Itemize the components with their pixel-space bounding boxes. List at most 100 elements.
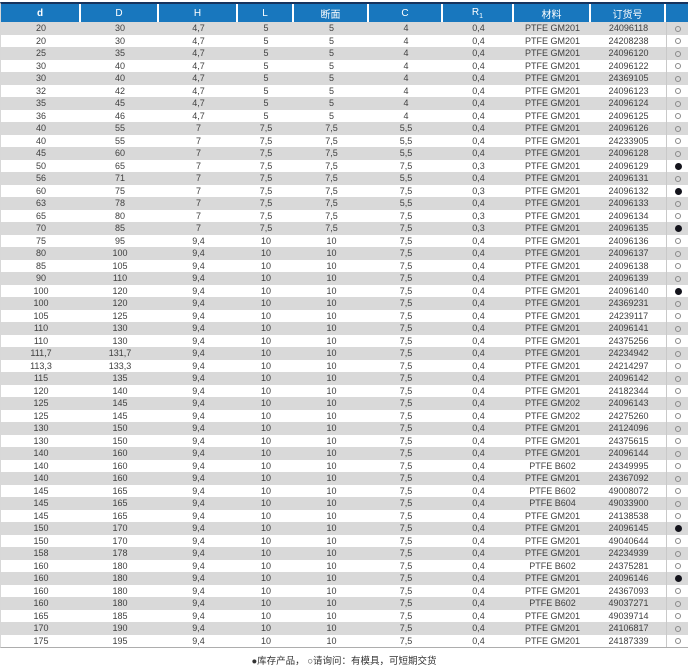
inquiry-open-circle-icon bbox=[675, 563, 681, 570]
cell-l: 10 bbox=[238, 459, 294, 472]
cell-c: 7,5 bbox=[369, 497, 443, 510]
cell-order-no: 24096140 bbox=[591, 284, 666, 297]
table-row: 110 130 9,4 10 10 7,5 0,4 PTFE GM201 24375256 bbox=[1, 334, 688, 347]
cell-stock bbox=[666, 59, 688, 72]
cell-r1: 0,4 bbox=[443, 384, 514, 397]
cell-h: 9,4 bbox=[159, 534, 238, 547]
cell-c: 7,5 bbox=[369, 597, 443, 610]
cell-material: PTFE GM201 bbox=[514, 472, 591, 485]
cell-r1: 0,4 bbox=[443, 509, 514, 522]
cell-d-outer: 190 bbox=[81, 622, 159, 635]
inquiry-open-circle-icon bbox=[675, 475, 681, 482]
table-row: 130 150 9,4 10 10 7,5 0,4 PTFE GM201 24124096 bbox=[1, 422, 688, 435]
cell-c: 7,5 bbox=[369, 584, 443, 597]
cell-l: 10 bbox=[238, 384, 294, 397]
cell-stock bbox=[666, 397, 688, 410]
cell-stock bbox=[666, 259, 688, 272]
cell-c: 7,5 bbox=[369, 622, 443, 635]
cell-stock bbox=[666, 172, 688, 185]
table-row: 65 80 7 7,5 7,5 7,5 0,3 PTFE GM201 24096134 bbox=[1, 209, 688, 222]
cell-stock bbox=[666, 272, 688, 285]
cell-d-outer: 165 bbox=[81, 497, 159, 510]
column-header-order-no: 订货号 bbox=[591, 4, 666, 22]
cell-c: 7,5 bbox=[369, 234, 443, 247]
cell-stock bbox=[666, 147, 688, 160]
stock-filled-dot-icon bbox=[674, 225, 682, 233]
cell-d-outer: 180 bbox=[81, 572, 159, 585]
cell-l: 5 bbox=[238, 84, 294, 97]
cell-r1: 0,4 bbox=[443, 172, 514, 185]
cell-h: 4,7 bbox=[159, 97, 238, 110]
cell-d-outer: 60 bbox=[81, 147, 159, 160]
cell-r1: 0,4 bbox=[443, 247, 514, 260]
cell-order-no: 24182344 bbox=[591, 384, 666, 397]
cell-order-no: 24096123 bbox=[591, 84, 666, 97]
inquiry-open-circle-icon bbox=[675, 400, 681, 407]
cell-cross-section: 7,5 bbox=[294, 197, 369, 210]
inquiry-open-circle-icon bbox=[675, 550, 681, 557]
table-row: 80 100 9,4 10 10 7,5 0,4 PTFE GM201 24096137 bbox=[1, 247, 688, 260]
inquiry-open-circle-icon bbox=[675, 638, 681, 645]
cell-stock bbox=[666, 459, 688, 472]
cell-r1: 0,4 bbox=[443, 72, 514, 85]
cell-r1: 0,4 bbox=[443, 534, 514, 547]
cell-r1: 0,4 bbox=[443, 309, 514, 322]
cell-c: 4 bbox=[369, 22, 443, 35]
cell-order-no: 24096124 bbox=[591, 97, 666, 110]
cell-cross-section: 5 bbox=[294, 34, 369, 47]
cell-stock bbox=[666, 347, 688, 360]
cell-d-outer: 85 bbox=[81, 222, 159, 235]
cell-d-outer: 45 bbox=[81, 97, 159, 110]
cell-l: 10 bbox=[238, 284, 294, 297]
cell-h: 9,4 bbox=[159, 634, 238, 647]
cell-l: 10 bbox=[238, 259, 294, 272]
cell-stock bbox=[666, 484, 688, 497]
cell-h: 4,7 bbox=[159, 22, 238, 35]
cell-d-outer: 40 bbox=[81, 72, 159, 85]
cell-c: 7,5 bbox=[369, 159, 443, 172]
cell-r1: 0,4 bbox=[443, 122, 514, 135]
cell-c: 7,5 bbox=[369, 397, 443, 410]
table-row: 36 46 4,7 5 5 4 0,4 PTFE GM201 24096125 bbox=[1, 109, 688, 122]
cell-l: 10 bbox=[238, 497, 294, 510]
cell-cross-section: 10 bbox=[294, 447, 369, 460]
cell-stock bbox=[666, 209, 688, 222]
cell-cross-section: 7,5 bbox=[294, 159, 369, 172]
inquiry-open-circle-icon bbox=[675, 200, 681, 207]
cell-cross-section: 10 bbox=[294, 272, 369, 285]
cell-order-no: 24367093 bbox=[591, 584, 666, 597]
cell-material: PTFE GM201 bbox=[514, 384, 591, 397]
cell-stock bbox=[666, 372, 688, 385]
table-row: 160 180 9,4 10 10 7,5 0,4 PTFE B602 24375281 bbox=[1, 559, 688, 572]
cell-l: 7,5 bbox=[238, 172, 294, 185]
cell-l: 5 bbox=[238, 109, 294, 122]
column-header-h: H bbox=[159, 4, 238, 22]
cell-r1: 0,4 bbox=[443, 359, 514, 372]
cell-cross-section: 7,5 bbox=[294, 184, 369, 197]
cell-stock bbox=[666, 184, 688, 197]
cell-stock bbox=[666, 609, 688, 622]
inquiry-open-circle-icon bbox=[675, 300, 681, 307]
cell-order-no: 24096126 bbox=[591, 122, 666, 135]
cell-stock bbox=[666, 622, 688, 635]
cell-d: 113,3 bbox=[1, 359, 81, 372]
table-row: 145 165 9,4 10 10 7,5 0,4 PTFE B602 49008072 bbox=[1, 484, 688, 497]
column-header-d: d bbox=[1, 4, 81, 22]
cell-cross-section: 10 bbox=[294, 322, 369, 335]
table-row: 63 78 7 7,5 7,5 5,5 0,4 PTFE GM201 24096133 bbox=[1, 197, 688, 210]
cell-cross-section: 10 bbox=[294, 234, 369, 247]
cell-cross-section: 10 bbox=[294, 572, 369, 585]
inquiry-open-circle-icon bbox=[675, 350, 681, 357]
cell-h: 4,7 bbox=[159, 72, 238, 85]
cell-order-no: 24096137 bbox=[591, 247, 666, 260]
cell-l: 10 bbox=[238, 409, 294, 422]
table-row: 170 190 9,4 10 10 7,5 0,4 PTFE GM201 24106817 bbox=[1, 622, 688, 635]
cell-h: 9,4 bbox=[159, 572, 238, 585]
cell-cross-section: 5 bbox=[294, 97, 369, 110]
cell-l: 5 bbox=[238, 97, 294, 110]
cell-d-outer: 180 bbox=[81, 597, 159, 610]
cell-order-no: 24096125 bbox=[591, 109, 666, 122]
cell-material: PTFE GM201 bbox=[514, 84, 591, 97]
cell-cross-section: 10 bbox=[294, 497, 369, 510]
cell-cross-section: 10 bbox=[294, 622, 369, 635]
